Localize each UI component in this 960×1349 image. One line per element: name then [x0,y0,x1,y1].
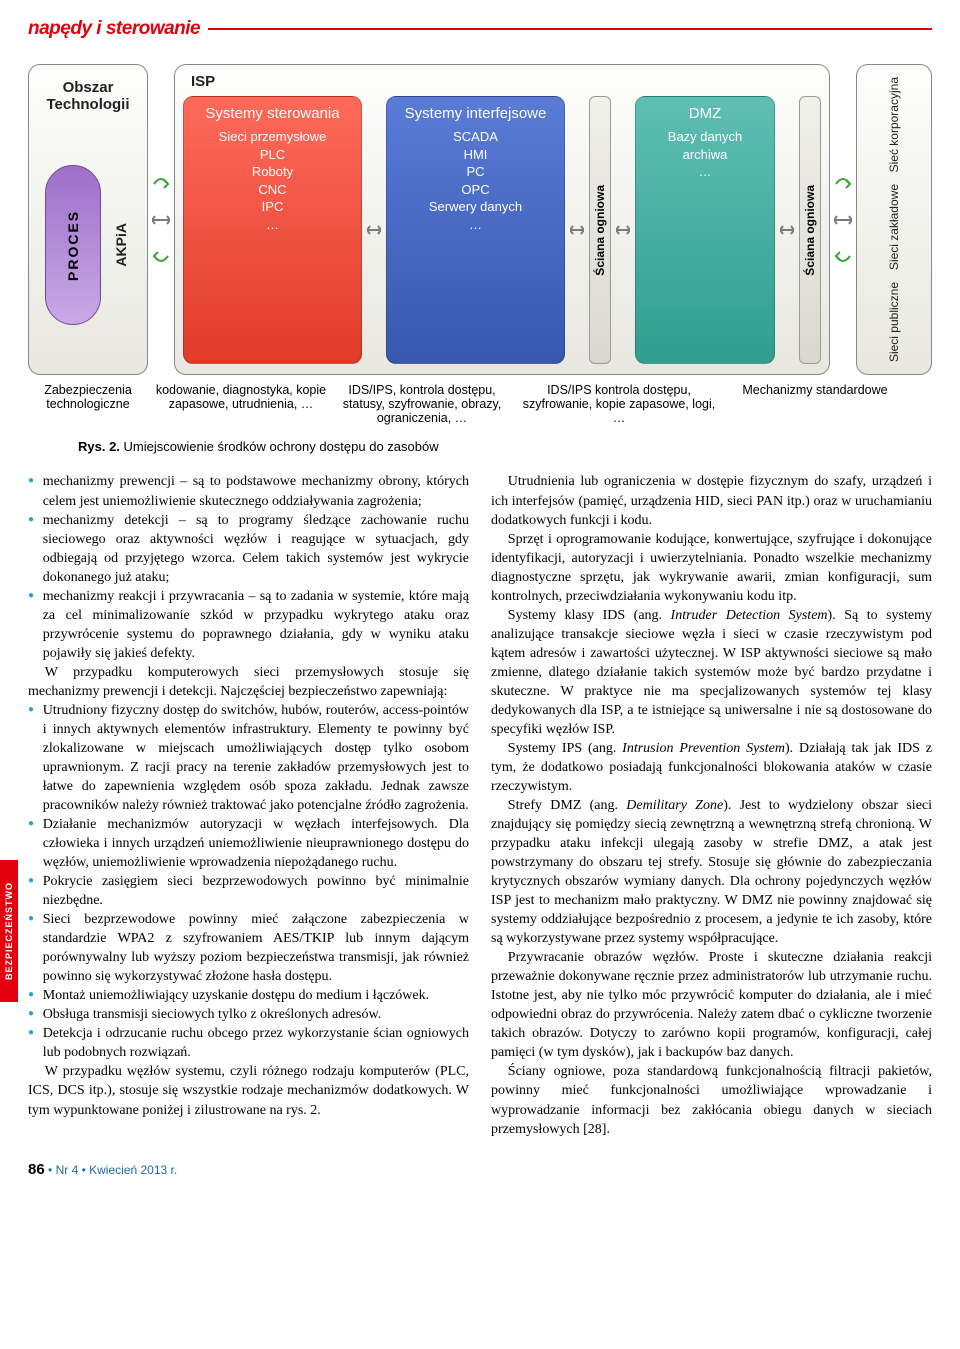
arrow-gap-6 [836,64,850,375]
section-title: napędy i sterowanie [28,18,200,40]
arrow-green-icon [834,246,852,266]
isp-card-dmz: DMZ Bazy danych archiwa … [635,96,775,364]
footer-sep: • [48,1163,52,1177]
paragraph: Strefy DMZ (ang. Demilitary Zone). Jest … [491,796,932,948]
text: ). Jest to wydzielony obszar sieci znajd… [491,798,932,946]
block-obszar-technologii: Obszar Technologii PROCES AKPiA [28,64,148,375]
list-item: mechanizmy detekcji – są to programy śle… [28,511,469,587]
paragraph: Przywracanie obrazów węzłów. Proste i sk… [491,948,932,1062]
arrow-gray-icon [780,224,794,236]
card-blue-lines: SCADA HMI PC OPC Serwery danych … [397,128,554,233]
list-item: Sieci bezprzewodowe powinny mieć załączo… [28,910,469,986]
header-rule-line [208,28,932,30]
arrow-gap-1 [154,64,168,375]
arrow-green-icon [152,174,170,194]
paragraph: Sprzęt i oprogramowanie kodujące, konwer… [491,530,932,606]
isp-card-interfejsowe: Systemy interfejsowe SCADA HMI PC OPC Se… [386,96,565,364]
paragraph: Systemy IPS (ang. Intrusion Prevention S… [491,739,932,796]
list-item: mechanizmy reakcji i przywracania – są t… [28,587,469,663]
block-ot-title: Obszar Technologii [35,73,141,123]
section-header: napędy i sterowanie [28,0,932,40]
page-footer: 86 • Nr 4 • Kwiecień 2013 r. [28,1161,932,1178]
block-networks: Sieć korporacyjna Sieci zakładowe Sieci … [856,64,932,375]
footer-sep: • [82,1163,86,1177]
firewall-1: Ściana ogniowa [589,96,611,364]
card-red-lines: Sieci przemysłowe PLC Roboty CNC IPC … [194,128,351,233]
diagram-captions: Zabezpieczenia technologiczne kodowanie,… [28,383,932,425]
card-red-title: Systemy sterowania [194,105,351,122]
paragraph: Systemy klasy IDS (ang. Intruder Detecti… [491,606,932,739]
net-publiczne: Sieci publiczne [885,278,903,366]
arrow-gap-3 [571,96,583,364]
net-zakladowe: Sieci zakładowe [885,180,903,274]
list-item: Działanie mechanizmów autoryzacji w węzł… [28,815,469,872]
footer-issue: Nr 4 [56,1163,79,1177]
side-category-tab: BEZPIECZEŃSTWO [0,860,18,1002]
arrow-gray-icon [367,224,381,236]
list-item: Obsługa transmisji sieciowych tylko z ok… [28,1005,469,1024]
caption-2: kodowanie, diagnostyka, kopie zapasowe, … [154,383,328,425]
text: ). Są to systemy analizujące transakcje … [491,608,932,737]
card-teal-lines: Bazy danych archiwa … [646,128,764,181]
caption-3: IDS/IPS, kontrola dostępu, statusy, szyf… [334,383,510,425]
firewall-1-label: Ściana ogniowa [593,185,607,276]
proces-pill: PROCES [45,165,101,325]
paragraph: W przypadku komputerowych sieci przemysł… [28,663,469,701]
article-body: mechanizmy prewencji – są to podstawowe … [28,472,932,1138]
arrow-green-icon [834,174,852,194]
caption-1: Zabezpieczenia technologiczne [28,383,148,425]
card-blue-title: Systemy interfejsowe [397,105,554,122]
arrow-gap-4 [617,96,629,364]
list-item: Montaż uniemożliwiający uzyskanie dostęp… [28,986,469,1005]
text: Strefy DMZ (ang. [508,798,626,813]
list-item: Pokrycie zasięgiem sieci bezprzewodowych… [28,872,469,910]
caption-5: Mechanizmy standardowe [728,383,902,425]
term-ips: Intrusion Prevention System [622,741,785,756]
paragraph: Ściany ogniowe, poza standardową funkcjo… [491,1062,932,1138]
arrow-gap-2 [368,96,380,364]
paragraph: Utrudnienia lub ograniczenia w dostępie … [491,472,932,529]
arrow-gray-icon [570,224,584,236]
block-isp-title: ISP [183,71,215,96]
list-item: Detekcja i odrzucanie ruchu obcego przez… [28,1024,469,1062]
isp-card-sterowania: Systemy sterowania Sieci przemysłowe PLC… [183,96,362,364]
figure-label: Rys. 2. [78,439,120,454]
arrow-gray-icon [152,214,170,226]
figure-caption: Rys. 2. Umiejscowienie środków ochrony d… [78,439,932,454]
figure-diagram: Obszar Technologii PROCES AKPiA ISP Syst… [28,64,932,425]
column-right: Utrudnienia lub ograniczenia w dostępie … [491,472,932,1138]
page-number: 86 [28,1161,45,1178]
text: Systemy IPS (ang. [508,741,622,756]
akpia-label: AKPiA [111,219,131,271]
list-item: Utrudniony fizyczny dostęp do switchów, … [28,701,469,815]
firewall-2-label: Ściana ogniowa [803,185,817,276]
firewall-2: Ściana ogniowa [799,96,821,364]
paragraph: W przypadku węzłów systemu, czyli różneg… [28,1062,469,1119]
term-ids: Intruder Detection System [671,608,828,623]
figure-text: Umiejscowienie środków ochrony dostępu d… [124,439,439,454]
net-korporacyjna: Sieć korporacyjna [885,73,903,176]
column-left: mechanizmy prewencji – są to podstawowe … [28,472,469,1138]
footer-date: Kwiecień 2013 r. [89,1163,177,1177]
arrow-gray-icon [616,224,630,236]
term-dmz: Demilitary Zone [626,798,723,813]
list-item: mechanizmy prewencji – są to podstawowe … [28,472,469,510]
block-isp: ISP Systemy sterowania Sieci przemysłowe… [174,64,830,375]
arrow-green-icon [152,246,170,266]
card-teal-title: DMZ [646,105,764,122]
arrow-gap-5 [781,96,793,364]
caption-4: IDS/IPS kontrola dostępu, szyfrowanie, k… [516,383,722,425]
arrow-gray-icon [834,214,852,226]
text: Systemy klasy IDS (ang. [508,608,671,623]
